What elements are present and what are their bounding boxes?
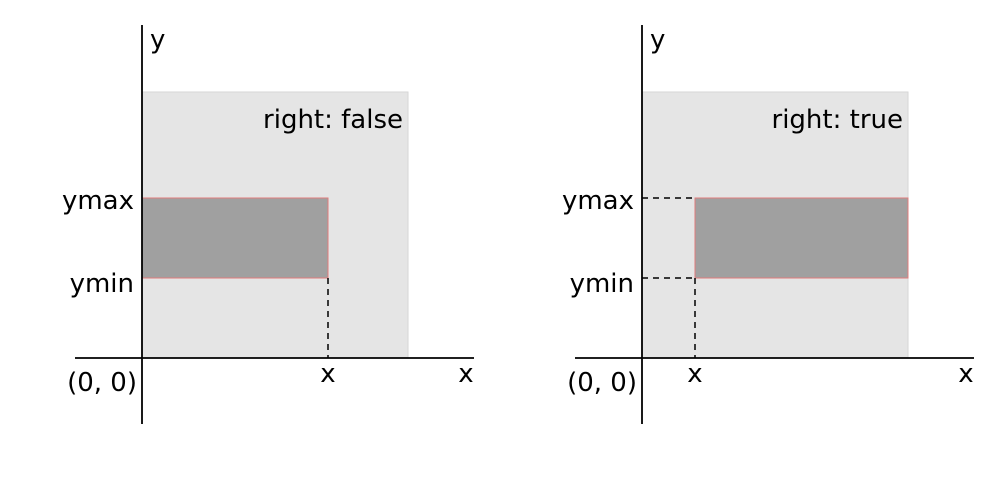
ymin-label: ymin (70, 269, 134, 299)
y-axis-label: y (650, 25, 665, 55)
ymax-label: ymax (62, 186, 134, 216)
shaded-rect (141, 197, 329, 279)
shaded-rect (694, 197, 909, 279)
x-marker-label: x (320, 359, 335, 389)
x-axis-label: x (458, 359, 473, 389)
ymin-label: ymin (570, 269, 634, 299)
panel-right-false: y right: false ymax ymin (0, 0) x x (62, 25, 474, 424)
origin-label: (0, 0) (67, 368, 137, 398)
panel-label: right: true (772, 105, 903, 135)
panel-label: right: false (263, 105, 403, 135)
y-axis-label: y (150, 25, 165, 55)
panel-right-true: y right: true ymax ymin (0, 0) x x (562, 25, 974, 424)
x-axis-label: x (958, 359, 973, 389)
origin-label: (0, 0) (567, 368, 637, 398)
x-marker-label: x (687, 359, 702, 389)
ymax-label: ymax (562, 186, 634, 216)
